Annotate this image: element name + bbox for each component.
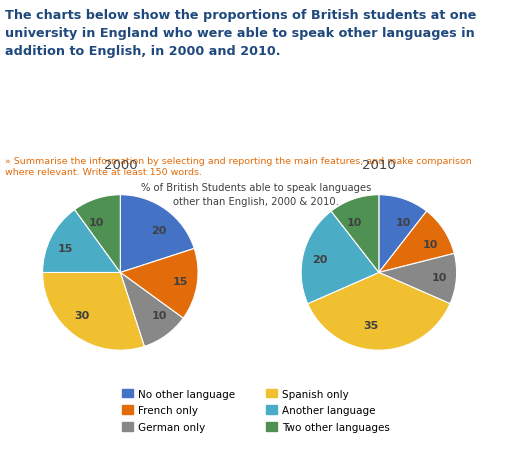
Wedge shape [42, 273, 144, 350]
Title: 2000: 2000 [103, 159, 137, 172]
Text: 10: 10 [89, 218, 104, 228]
Text: 35: 35 [364, 321, 379, 331]
Wedge shape [331, 195, 379, 273]
Legend: No other language, French only, German only, Spanish only, Another language, Two: No other language, French only, German o… [118, 385, 394, 436]
Text: 10: 10 [396, 218, 412, 228]
Wedge shape [379, 195, 426, 273]
Wedge shape [120, 249, 198, 318]
Text: 15: 15 [173, 276, 188, 286]
Wedge shape [75, 195, 120, 273]
Wedge shape [379, 254, 457, 304]
Title: 2010: 2010 [362, 159, 396, 172]
Wedge shape [120, 273, 183, 347]
Text: % of British Students able to speak languages
other than English, 2000 & 2010.: % of British Students able to speak lang… [141, 183, 371, 207]
Wedge shape [308, 273, 450, 350]
Text: 20: 20 [312, 255, 328, 265]
Text: The charts below show the proportions of British students at one
university in E: The charts below show the proportions of… [5, 9, 477, 58]
Wedge shape [379, 212, 454, 273]
Wedge shape [42, 210, 120, 273]
Text: 20: 20 [152, 225, 167, 235]
Text: 10: 10 [432, 272, 447, 282]
Text: 10: 10 [423, 239, 438, 249]
Text: » Summarise the information by selecting and reporting the main features, and ma: » Summarise the information by selecting… [5, 156, 472, 177]
Text: 15: 15 [58, 244, 73, 254]
Text: 10: 10 [152, 311, 167, 321]
Text: 30: 30 [74, 311, 89, 321]
Wedge shape [301, 212, 379, 304]
Text: 10: 10 [346, 218, 361, 228]
Wedge shape [120, 195, 194, 273]
